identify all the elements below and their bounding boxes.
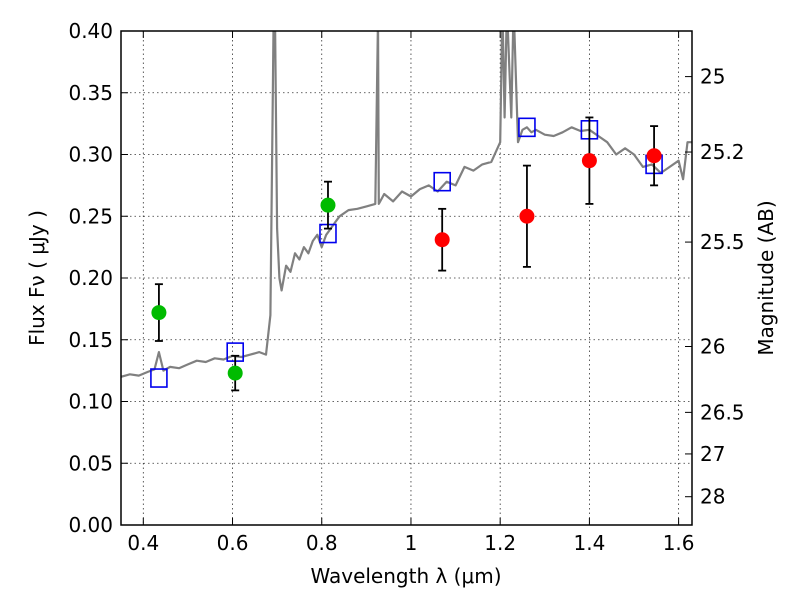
y-tick-label: 0.35 [68,81,113,105]
model-point-square [150,368,168,388]
y-tick-label: 0.25 [68,204,113,228]
model-spectrum-line [121,31,692,378]
y-tick-label: 0.40 [68,19,113,43]
right-tick-label: 27 [700,442,725,466]
right-tick-label: 25.2 [700,140,745,164]
y-tick-label: 0.10 [68,390,113,414]
ticks: 0.4 0.6 0.8 1 1.2 1.4 1.6 0.00 0.05 0.10 0.15 0.20 0… [68,19,744,555]
x-tick-label: 1.6 [663,531,695,555]
right-tick-label: 26 [700,334,725,358]
data-point [320,197,336,213]
x-tick-label: 0.6 [217,531,249,555]
x-tick-label: 1 [405,531,418,555]
grid [121,30,692,526]
y-axis-label: Flux Fν ( μJy ) [25,210,49,346]
y-tick-label: 0.00 [68,513,113,537]
x-tick-label: 1.4 [573,531,605,555]
x-tick-label: 0.8 [306,531,338,555]
y-tick-label: 0.20 [68,266,113,290]
right-axis-label: Magnitude (AB) [754,200,778,355]
data-point [581,153,597,169]
data-point [434,232,450,248]
y-tick-label: 0.30 [68,143,113,167]
right-tick-label: 25.5 [700,230,745,254]
data-point [227,365,243,381]
data-points [150,116,663,392]
model-spectrum [121,31,692,378]
y-tick-label: 0.15 [68,328,113,352]
right-tick-label: 26.5 [700,400,745,424]
x-tick-label: 1.2 [484,531,516,555]
right-tick-label: 28 [700,485,725,509]
right-tick-label: 25 [700,65,725,89]
x-axis-label: Wavelength λ (μm) [310,564,501,588]
y-tick-label: 0.05 [68,451,113,475]
data-point [519,208,535,224]
data-point [151,305,167,321]
data-point [646,148,662,164]
x-tick-label: 0.4 [127,531,159,555]
model-point-square [518,117,536,138]
model-point-square [433,171,451,192]
